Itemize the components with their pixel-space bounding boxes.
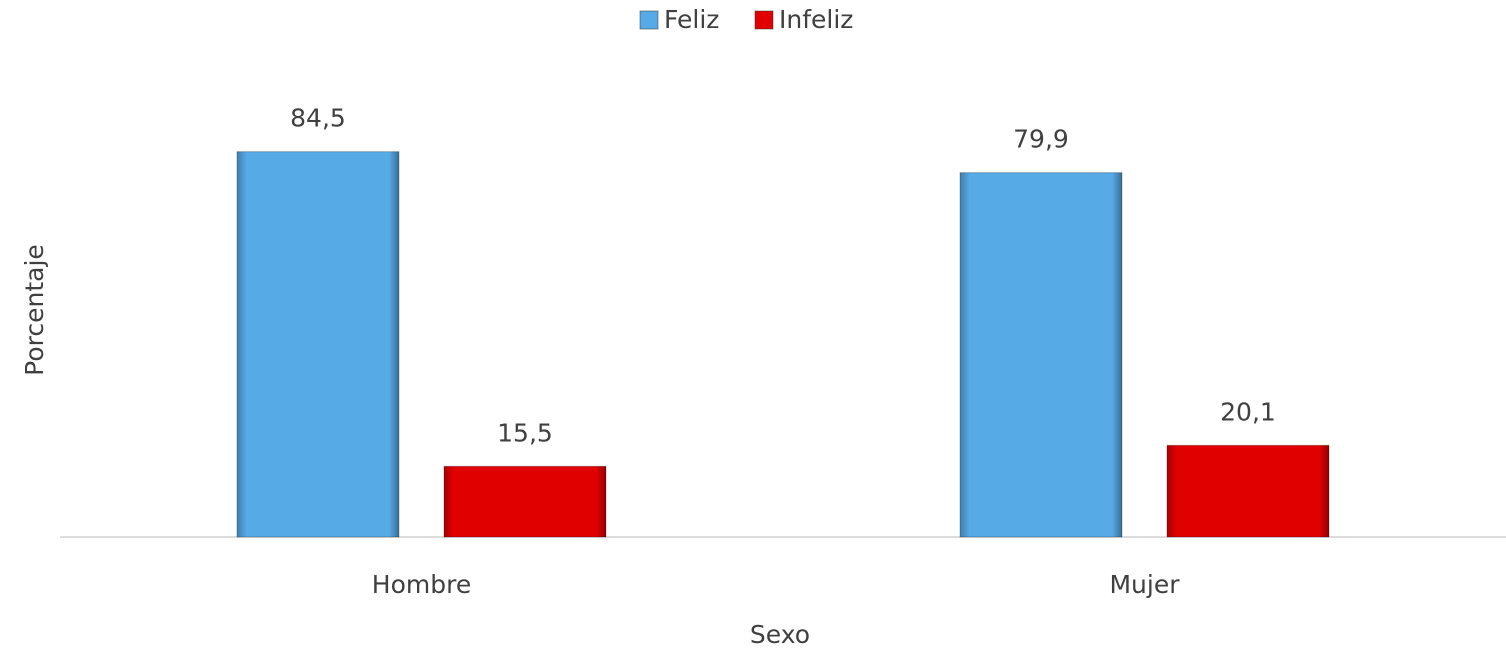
x-tick-label: Hombre	[372, 570, 471, 599]
data-label: 84,5	[290, 104, 346, 133]
bar-shade	[237, 151, 399, 537]
bar-shade	[960, 172, 1122, 537]
legend-swatch	[639, 10, 659, 30]
y-axis-title: Porcentaje	[20, 244, 49, 376]
bar-shade	[444, 466, 606, 537]
x-tick-label: Mujer	[1109, 570, 1180, 599]
legend-swatch	[754, 10, 774, 30]
data-label: 79,9	[1013, 125, 1069, 154]
legend-label: Infeliz	[779, 5, 853, 34]
x-axis-title: Sexo	[750, 620, 810, 649]
data-label: 15,5	[497, 418, 553, 447]
bar-shade	[1167, 445, 1329, 537]
legend-label: Feliz	[664, 5, 719, 34]
data-label: 20,1	[1220, 397, 1276, 426]
